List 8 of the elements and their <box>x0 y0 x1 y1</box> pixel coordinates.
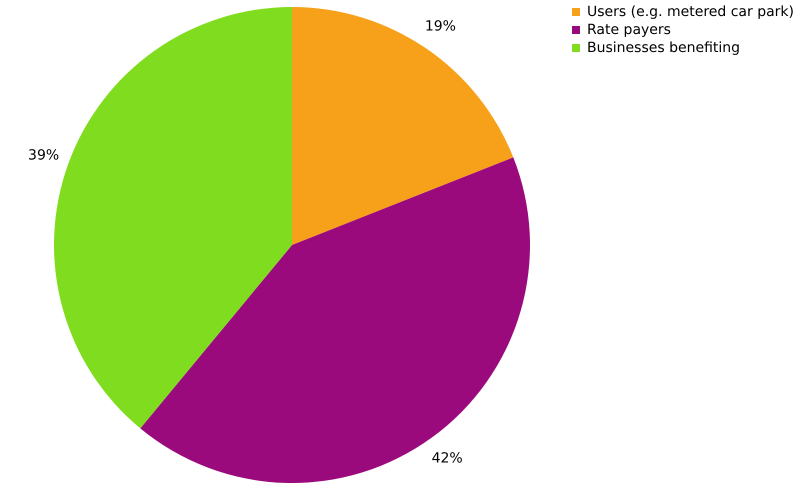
legend-label: Users (e.g. metered car park) <box>587 4 794 20</box>
data-label: 39% <box>28 148 60 164</box>
data-label: 42% <box>432 450 463 467</box>
legend-label: Rate payers <box>587 22 671 38</box>
legend-label: Businesses benefiting <box>587 40 740 56</box>
pie-slice <box>292 7 514 245</box>
pie-slice <box>140 157 530 483</box>
data-label: 19% <box>424 18 456 35</box>
